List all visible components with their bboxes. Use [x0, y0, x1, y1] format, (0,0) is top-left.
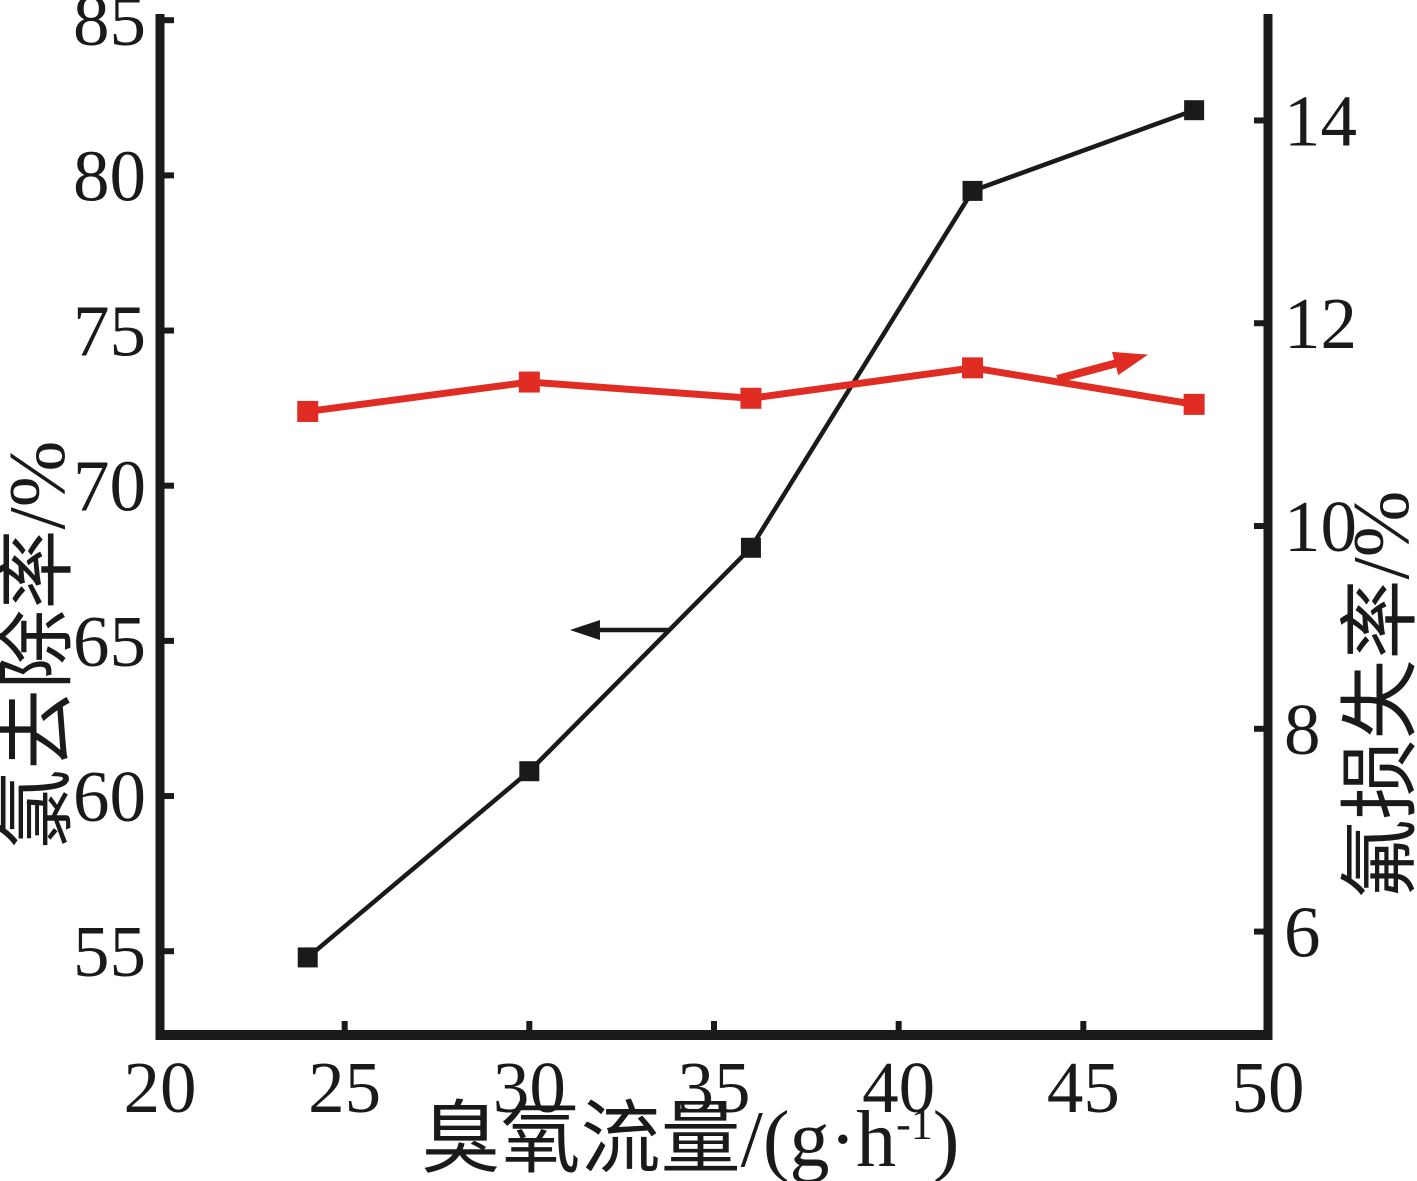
left-y-axis-tick-label: 65	[73, 601, 146, 682]
data-point-marker-fluorine-loss	[518, 371, 540, 393]
data-point-marker-fluorine-loss	[297, 400, 319, 422]
right-y-axis-tick-label: 6	[1284, 892, 1321, 973]
data-point-marker-chlorine-removal	[962, 180, 983, 201]
axis-indicator-arrow-line-right	[1056, 358, 1121, 383]
x-axis-title-suffix: )	[932, 1096, 960, 1181]
axis-indicator-arrowhead-right	[1112, 351, 1148, 376]
right-y-axis-title: 氟损失率/%	[1338, 490, 1417, 900]
left-y-axis-tick-label: 85	[73, 0, 146, 61]
data-point-marker-chlorine-removal	[297, 947, 318, 968]
right-y-axis-tick-label: 10	[1284, 486, 1357, 567]
x-axis-tick-label: 20	[124, 1047, 197, 1128]
left-y-axis-tick-label: 70	[73, 446, 146, 527]
x-axis-tick-label: 50	[1232, 1047, 1305, 1128]
left-y-axis-tick-label: 80	[73, 135, 146, 216]
x-axis-tick-label: 25	[308, 1047, 381, 1128]
right-y-axis-tick-label: 14	[1284, 80, 1357, 161]
left-y-axis-title: 氯去除率/%	[0, 440, 82, 850]
x-axis-tick-label: 35	[678, 1047, 751, 1128]
x-axis-tick-label: 45	[1047, 1047, 1120, 1128]
data-point-marker-fluorine-loss	[740, 387, 762, 409]
x-axis-title-superscript: -1	[896, 1099, 933, 1149]
left-y-axis-tick-label: 60	[73, 756, 146, 837]
x-axis-title: 臭氧流量/(g·h-1)	[421, 1100, 960, 1180]
left-y-axis-tick-label: 55	[73, 911, 146, 992]
data-point-marker-chlorine-removal	[519, 761, 540, 782]
x-axis-tick-label: 30	[493, 1047, 566, 1128]
data-point-marker-fluorine-loss	[962, 357, 984, 379]
data-point-marker-chlorine-removal	[740, 537, 761, 558]
x-axis-title-text: 臭氧流量/(g·h	[420, 1096, 897, 1181]
data-point-marker-fluorine-loss	[1183, 393, 1205, 415]
left-y-axis-tick-label: 75	[73, 291, 146, 372]
x-axis-tick-label: 40	[862, 1047, 935, 1128]
right-y-axis-tick-label: 12	[1284, 283, 1357, 364]
series-line-chlorine-removal	[306, 108, 1195, 960]
data-point-marker-chlorine-removal	[1184, 100, 1205, 121]
axis-indicator-arrowhead-left	[569, 620, 600, 641]
right-y-axis-tick-label: 8	[1284, 689, 1321, 770]
